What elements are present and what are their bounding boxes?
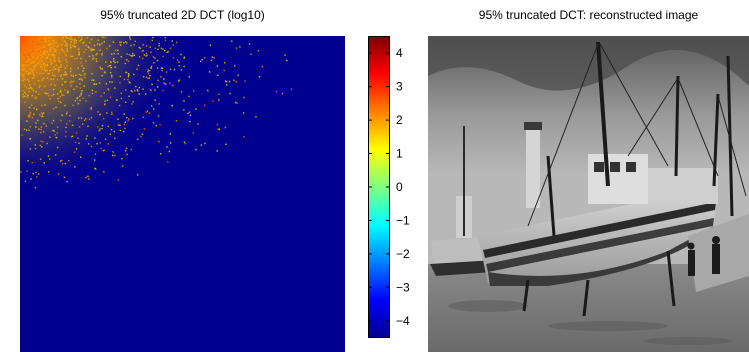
colorbar-tick-label: −1 bbox=[396, 213, 410, 227]
colorbar-tick-label: 3 bbox=[396, 80, 403, 94]
dct-plot-title: 95% truncated 2D DCT (log10) bbox=[100, 8, 265, 22]
dark-clouds bbox=[428, 36, 749, 91]
lighthouse bbox=[526, 128, 540, 208]
colorbar-tick-label: −2 bbox=[396, 247, 410, 261]
hull-supports bbox=[522, 250, 676, 317]
colorbar: 4 3 2 1 0 −1 −2 −3 −4 bbox=[368, 36, 410, 338]
colorbar-tick-label: 0 bbox=[396, 180, 403, 194]
rigging bbox=[527, 43, 747, 227]
people bbox=[687, 236, 720, 276]
colorbar-tick-label: 4 bbox=[396, 46, 403, 60]
dct-coefficient-map bbox=[20, 36, 345, 352]
colorbar-tick-label: 1 bbox=[396, 147, 403, 161]
reconstructed-image bbox=[428, 36, 749, 352]
colorbar-tick-label: 2 bbox=[396, 113, 403, 127]
dct-low-frequency-glow bbox=[20, 36, 345, 352]
colorbar-tick-label: −4 bbox=[396, 314, 410, 328]
ground-texture bbox=[448, 300, 733, 345]
mast-main bbox=[596, 41, 610, 187]
mast-rear bbox=[674, 75, 680, 177]
reconstructed-image-title: 95% truncated DCT: reconstructed image bbox=[478, 8, 699, 22]
boat-cabin bbox=[588, 154, 648, 204]
colorbar-ticks: 4 3 2 1 0 −1 −2 −3 −4 bbox=[368, 46, 410, 328]
colorbar-tick-label: −3 bbox=[396, 280, 410, 294]
